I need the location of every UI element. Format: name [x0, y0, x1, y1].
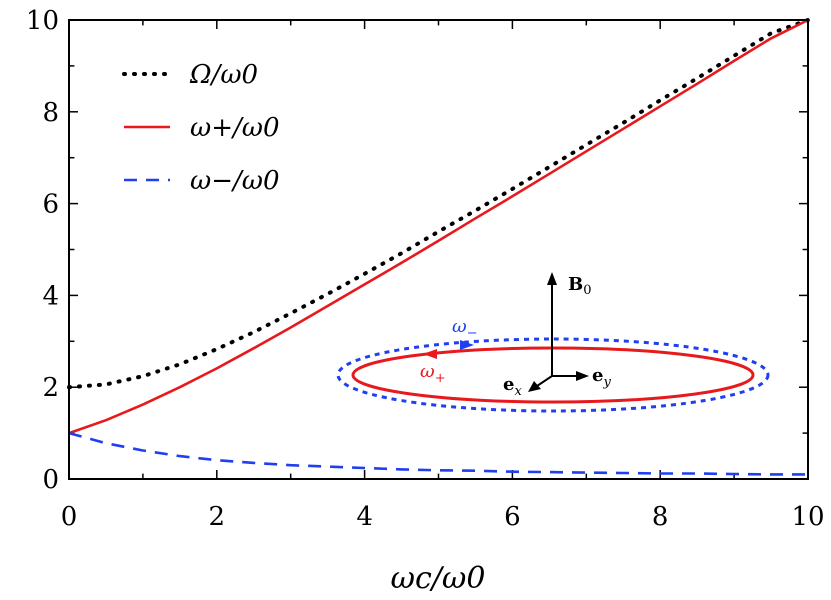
field-arrowhead-icon	[547, 272, 557, 285]
x-tick-label: 0	[61, 502, 78, 532]
y-tick-label: 8	[42, 98, 59, 128]
x-axis-title: ωc/ω0	[391, 561, 486, 596]
field-label: B0	[568, 274, 592, 298]
ey-arrowhead-icon	[576, 371, 589, 381]
legend-label: Ω/ω0	[189, 60, 258, 90]
plot-frame	[68, 19, 809, 480]
ex-vector-shaft	[536, 375, 553, 387]
tick-labels: 0 2 4 6 8 10 0 2 4 6 8 10	[26, 6, 825, 532]
legend-label: ω−/ω0	[190, 166, 280, 196]
inset-diagram: B0 ey ex ω− ω+	[336, 272, 770, 413]
x-tick-label: 2	[209, 502, 226, 532]
series-line	[68, 18, 809, 435]
x-tick-label: 8	[652, 502, 669, 532]
ex-arrowhead-icon	[528, 381, 541, 392]
ex-label: ex	[503, 374, 522, 399]
inset-outer-orbit	[336, 337, 770, 413]
legend: Ω/ω0 ω+/ω0 ω−/ω0	[122, 60, 280, 196]
legend-label: ω+/ω0	[190, 113, 280, 143]
omega-plus-arrow-icon	[423, 349, 437, 359]
y-tick-label: 0	[42, 465, 59, 495]
ey-label: ey	[592, 365, 611, 390]
y-tick-label: 4	[42, 281, 59, 311]
tick-marks	[68, 19, 809, 480]
x-tick-label: 6	[504, 502, 521, 532]
omega-minus-arrow-icon	[460, 340, 474, 350]
omega-plus-label: ω+	[420, 361, 446, 386]
y-tick-label: 10	[26, 6, 59, 36]
omega-minus-label: ω−	[452, 316, 478, 341]
series-lines	[67, 18, 810, 476]
series-line	[67, 18, 810, 390]
y-tick-label: 2	[42, 373, 59, 403]
y-tick-label: 6	[42, 190, 59, 220]
x-tick-label: 4	[356, 502, 373, 532]
x-tick-label: 10	[791, 502, 824, 532]
series-line	[68, 431, 808, 476]
